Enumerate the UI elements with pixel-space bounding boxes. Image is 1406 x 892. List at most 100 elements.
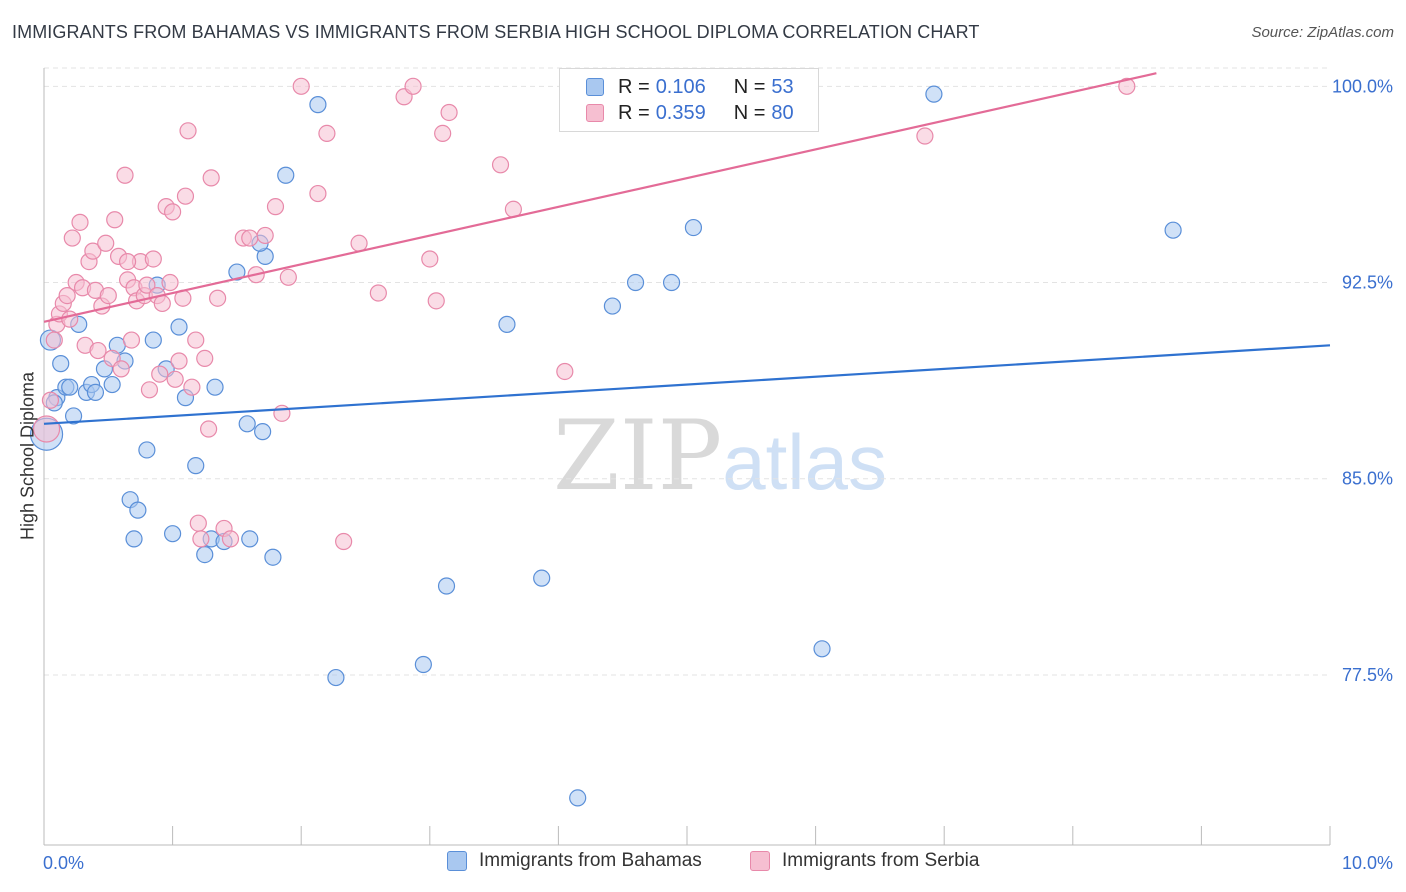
serbia-point — [292, 77, 310, 95]
legend-r-label-serbia: R = — [618, 101, 650, 124]
serbia-point — [309, 184, 327, 203]
y-tick-label: 77.5% — [1342, 665, 1393, 685]
legend-swatch-serbia — [586, 104, 604, 122]
serbia-point — [1118, 77, 1136, 95]
bottom-legend-swatch-bahamas — [447, 851, 467, 871]
serbia-point — [161, 273, 179, 292]
serbia-point — [556, 362, 574, 381]
serbia-point — [434, 124, 452, 143]
bahamas-point — [498, 315, 516, 333]
serbia-point — [196, 349, 214, 367]
serbia-point — [71, 213, 89, 231]
bottom-legend-swatch-serbia — [750, 851, 770, 871]
bahamas-point — [138, 441, 156, 459]
serbia-point — [256, 226, 274, 245]
bahamas-point — [61, 378, 79, 396]
bahamas-point — [684, 218, 703, 237]
serbia-point — [144, 250, 162, 268]
serbia-point — [421, 250, 439, 268]
serbia-point — [209, 289, 227, 307]
bahamas-point — [437, 577, 456, 595]
serbia-point — [279, 268, 297, 286]
legend-r-label-bahamas: R = — [618, 75, 650, 98]
serbia-point — [187, 331, 205, 349]
bahamas-point — [309, 96, 327, 114]
serbia-point — [140, 381, 159, 399]
bahamas-point — [414, 655, 432, 674]
serbia-point — [138, 276, 156, 294]
watermark-atlas: atlas — [722, 418, 887, 506]
serbia-point — [192, 530, 210, 548]
bahamas-point — [254, 423, 272, 441]
serbia-point — [202, 169, 220, 187]
serbia-point — [221, 530, 240, 548]
serbia-point — [106, 211, 124, 229]
bottom-legend-label-serbia: Immigrants from Serbia — [782, 850, 980, 871]
legend-r-value-bahamas: 0.106 — [655, 75, 706, 98]
legend-n-label-serbia: N = — [733, 101, 766, 124]
serbia-point — [84, 242, 102, 260]
bahamas-point — [277, 166, 295, 184]
legend-row-bahamas: R = 0.106 N = 53 — [586, 75, 794, 99]
y-tick-label: 100.0% — [1332, 76, 1393, 96]
legend-n-value-bahamas: 53 — [771, 75, 794, 98]
bahamas-point — [206, 378, 224, 396]
bahamas-point — [238, 415, 256, 433]
serbia-point — [176, 187, 195, 205]
bahamas-point — [662, 273, 681, 292]
serbia-point — [63, 229, 81, 247]
serbia-point — [189, 514, 207, 532]
bahamas-point — [170, 318, 188, 336]
bottom-legend-serbia: Immigrants from Serbia — [750, 850, 979, 872]
serbia-point — [335, 532, 353, 551]
serbia-point — [61, 310, 79, 328]
serbia-point — [58, 287, 76, 305]
serbia-point — [241, 229, 259, 247]
bottom-legend-bahamas: Immigrants from Bahamas — [447, 850, 702, 872]
bahamas-point — [103, 375, 121, 394]
serbia-point — [89, 341, 107, 360]
serbia-point — [166, 370, 184, 388]
bahamas-point — [925, 85, 943, 103]
bahamas-point — [264, 548, 282, 566]
bahamas-point — [187, 457, 205, 475]
x-tick-label: 10.0% — [1342, 853, 1393, 873]
correlation-legend: R = 0.106 N = 53 R = 0.359 N = 80 — [559, 68, 819, 132]
serbia-point — [153, 294, 171, 313]
x-tick-label: 0.0% — [43, 853, 84, 873]
bahamas-point — [164, 525, 182, 543]
legend-swatch-bahamas — [586, 78, 604, 96]
serbia-point — [427, 292, 445, 310]
bahamas-point — [569, 789, 587, 807]
bahamas-point — [52, 355, 70, 373]
serbia-point — [200, 420, 218, 438]
bahamas-point — [125, 530, 143, 548]
serbia-point — [118, 252, 137, 271]
legend-n-label-bahamas: N = — [733, 75, 766, 98]
serbia-point — [41, 391, 60, 409]
source-label: Source: ZipAtlas.com — [1251, 24, 1394, 41]
serbia-point — [45, 331, 63, 349]
serbia-point — [97, 234, 115, 252]
bahamas-trend-line — [43, 344, 1331, 425]
serbia-point — [122, 331, 141, 349]
bahamas-point — [533, 569, 551, 587]
bahamas-point — [327, 668, 345, 687]
serbia-point — [916, 127, 934, 145]
watermark-zip: ZIP — [553, 400, 723, 512]
legend-r-value-serbia: 0.359 — [655, 101, 706, 124]
serbia-point — [116, 166, 134, 184]
serbia-point — [491, 156, 510, 174]
bahamas-point — [129, 501, 147, 519]
serbia-point — [369, 284, 387, 302]
bottom-legend-label-bahamas: Immigrants from Bahamas — [479, 850, 702, 871]
serbia-point — [170, 352, 188, 370]
bahamas-point — [86, 383, 105, 402]
legend-n-value-serbia: 80 — [771, 101, 794, 124]
serbia-point — [440, 103, 458, 122]
serbia-point — [183, 378, 201, 396]
chart-title: IMMIGRANTS FROM BAHAMAS VS IMMIGRANTS FR… — [12, 22, 980, 42]
y-tick-label: 92.5% — [1342, 273, 1393, 293]
bahamas-point — [603, 297, 622, 315]
